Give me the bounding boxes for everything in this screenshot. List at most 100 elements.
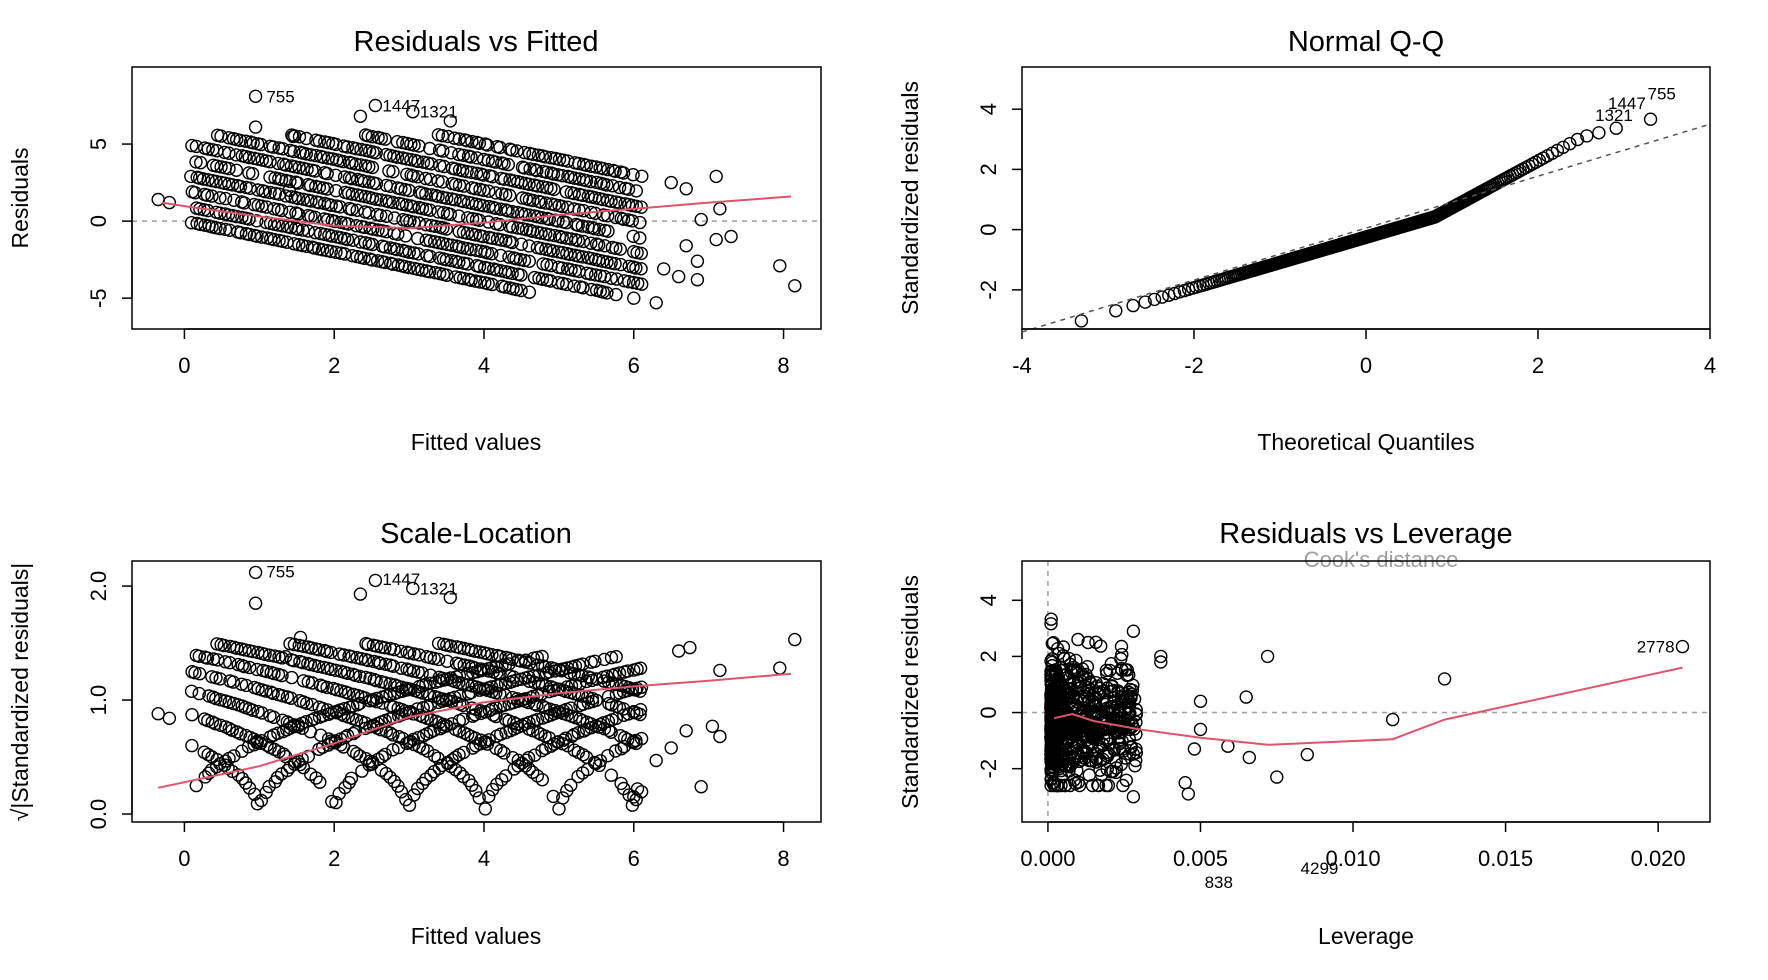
data-point [1102, 737, 1117, 751]
data-point [544, 150, 558, 165]
data-point [522, 762, 536, 776]
point-label: 2778 [1637, 638, 1675, 657]
data-point [527, 270, 542, 285]
data-point [233, 179, 248, 194]
data-point [621, 182, 636, 196]
data-point [1080, 741, 1095, 755]
data-point [510, 144, 524, 158]
y-tick-label: 0 [86, 215, 111, 227]
point-label: 755 [1648, 85, 1676, 104]
data-point [320, 703, 335, 717]
data-point [627, 291, 641, 305]
data-point [234, 226, 248, 240]
data-point [341, 686, 356, 700]
plot-frame [1021, 66, 1711, 330]
data-point [672, 644, 686, 658]
data-point [713, 202, 727, 216]
data-point [490, 777, 504, 791]
data-point [596, 192, 610, 207]
x-tick-label: 4 [478, 846, 490, 871]
data-point [1044, 654, 1058, 668]
data-point [375, 750, 389, 764]
data-point [345, 187, 359, 201]
data-point [222, 161, 236, 176]
data-point [649, 753, 663, 768]
data-point [192, 667, 207, 681]
data-point [258, 647, 272, 661]
data-point [572, 156, 586, 171]
data-point [369, 192, 383, 206]
data-point [523, 162, 537, 176]
data-point [1082, 753, 1097, 768]
data-point [690, 273, 705, 287]
data-point [213, 672, 227, 686]
data-point [460, 133, 474, 148]
data-point [245, 166, 260, 181]
data-point [488, 155, 503, 169]
data-point [713, 663, 727, 678]
data-point [329, 706, 344, 720]
data-point [1106, 721, 1120, 735]
data-point [406, 104, 420, 119]
data-point [453, 766, 467, 780]
data-point [531, 179, 545, 193]
data-point [188, 666, 202, 680]
data-point [1522, 159, 1536, 173]
data-point [287, 144, 301, 159]
data-point [683, 640, 697, 655]
data-point [255, 230, 269, 244]
data-point [151, 192, 165, 207]
data-point [1044, 668, 1058, 682]
data-point [337, 170, 352, 184]
plot-frame [131, 66, 822, 330]
data-point [365, 160, 380, 175]
data-point [526, 193, 540, 208]
data-point [387, 211, 402, 225]
data-point [494, 727, 508, 741]
data-point [522, 208, 537, 222]
data-point [633, 703, 648, 717]
data-point [406, 664, 421, 678]
data-point [522, 254, 536, 268]
data-point [246, 136, 260, 150]
data-point [444, 146, 458, 160]
data-point [267, 202, 281, 216]
data-point [1128, 759, 1142, 773]
data-point [329, 168, 343, 183]
data-point [432, 652, 446, 667]
data-point [514, 237, 529, 251]
data-point [402, 646, 417, 660]
data-point [489, 709, 503, 724]
data-point [601, 749, 615, 763]
panel-title: Scale-Location [380, 518, 572, 550]
data-point [296, 192, 311, 207]
plot-marks: 2778 838 4299 [1022, 561, 1710, 892]
data-point [634, 262, 648, 276]
data-point [217, 638, 232, 653]
data-point [584, 267, 598, 281]
data-point [601, 162, 615, 177]
data-point [394, 661, 408, 675]
data-point [436, 144, 450, 158]
data-point [604, 194, 618, 208]
data-point [1123, 682, 1137, 697]
data-point [522, 239, 536, 253]
data-point [472, 681, 487, 695]
data-point [423, 688, 437, 703]
data-point [1089, 676, 1103, 690]
data-point [193, 155, 208, 170]
data-point [378, 657, 393, 671]
data-point [539, 196, 553, 210]
data-point [1090, 726, 1104, 741]
data-point [1300, 747, 1315, 762]
data-point [307, 241, 322, 255]
data-point [379, 209, 394, 224]
data-point [1093, 639, 1108, 653]
data-point [1115, 647, 1129, 662]
data-point [365, 757, 379, 771]
data-point [773, 259, 787, 273]
data-point [1154, 655, 1168, 669]
data-point [583, 174, 598, 189]
data-point [407, 647, 421, 661]
data-point [189, 155, 203, 169]
